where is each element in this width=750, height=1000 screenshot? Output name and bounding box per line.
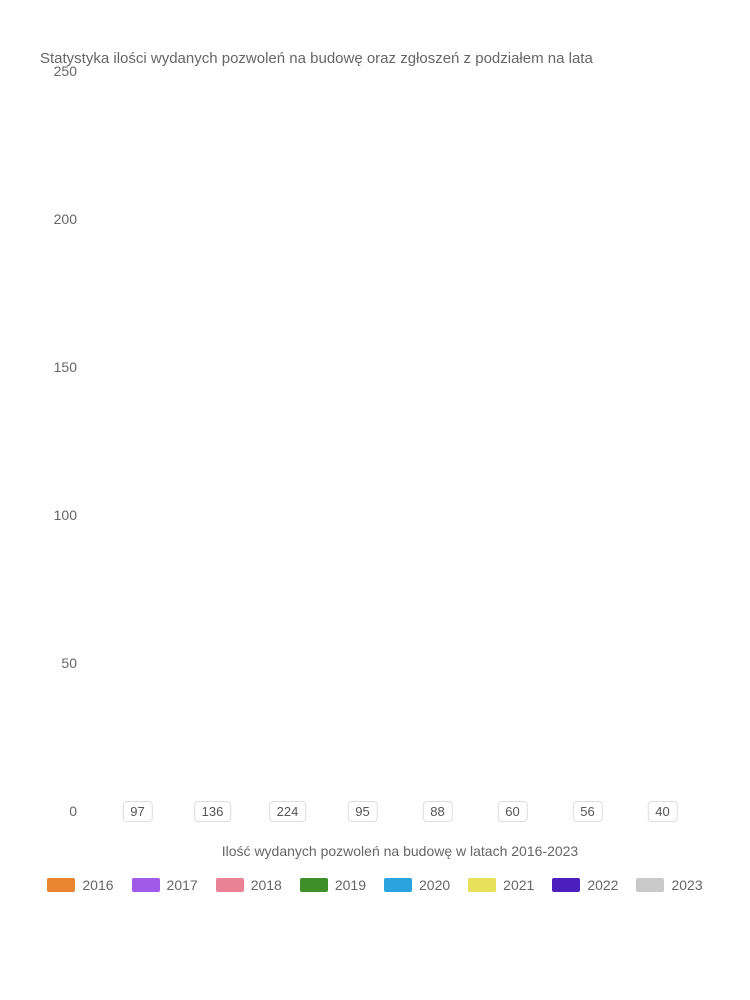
bar-value-label: 40 [647,801,677,822]
legend-swatch [47,878,75,892]
y-tick: 150 [54,359,77,375]
legend-label: 2018 [251,877,282,893]
bar-value-label: 97 [122,801,152,822]
legend-label: 2022 [587,877,618,893]
chart-area: 050100150200250 971362249588605640 Ilość… [90,87,710,867]
bar-value-label: 88 [422,801,452,822]
bar-value-label: 56 [572,801,602,822]
legend-swatch [300,878,328,892]
y-tick: 50 [61,655,77,671]
y-tick: 200 [54,211,77,227]
chart-title: Statystyka ilości wydanych pozwoleń na b… [40,50,710,67]
bars-container: 97 136 224 95 88 60 56 40 [90,87,710,827]
legend-label: 2019 [335,877,366,893]
bar-value-label: 95 [347,801,377,822]
y-tick: 250 [54,63,77,79]
legend-item-2020: 2020 [384,877,450,893]
legend-swatch [468,878,496,892]
x-axis-label: Ilość wydanych pozwoleń na budowę w lata… [90,843,710,859]
bar-value-label: 224 [269,801,307,822]
legend-swatch [552,878,580,892]
plot-area: 97 136 224 95 88 60 56 40 [90,87,710,827]
y-axis: 050100150200250 [40,87,85,827]
legend-item-2016: 2016 [47,877,113,893]
legend-swatch [216,878,244,892]
y-tick: 100 [54,507,77,523]
legend-item-2018: 2018 [216,877,282,893]
legend-item-2019: 2019 [300,877,366,893]
legend-label: 2023 [671,877,702,893]
legend-swatch [384,878,412,892]
bar-value-label: 136 [194,801,232,822]
legend-item-2023: 2023 [636,877,702,893]
legend-label: 2017 [167,877,198,893]
legend-label: 2020 [419,877,450,893]
legend-swatch [132,878,160,892]
y-tick: 0 [69,803,77,819]
legend-label: 2016 [82,877,113,893]
legend: 2016 2017 2018 2019 2020 2021 2022 2023 [40,877,710,893]
bar-value-label: 60 [497,801,527,822]
legend-item-2022: 2022 [552,877,618,893]
legend-label: 2021 [503,877,534,893]
legend-swatch [636,878,664,892]
legend-item-2021: 2021 [468,877,534,893]
legend-item-2017: 2017 [132,877,198,893]
